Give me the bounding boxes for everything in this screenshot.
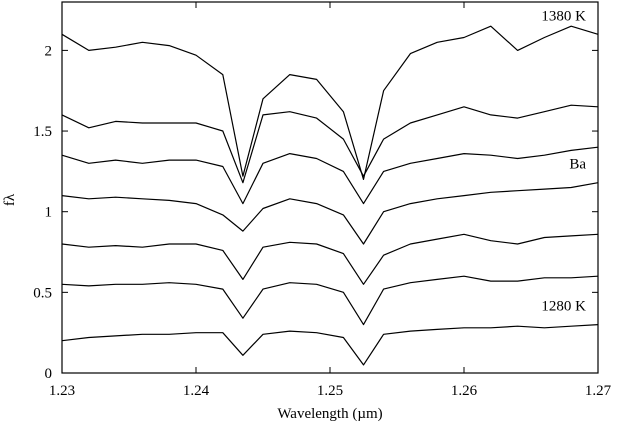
y-tick-label: 1	[45, 205, 53, 221]
line-label-3: 1280 K	[541, 299, 586, 315]
spectrum-line-7	[61, 324, 599, 366]
tick-layer: 1.23 1.24 1.25 1.26 1.27 0 0.5 1 1.5 2	[33, 2, 612, 399]
series-layer	[61, 25, 599, 366]
spectrum-line-4	[61, 182, 599, 245]
y-tick-label: 2	[45, 43, 53, 59]
line-label-1: 1380 K	[541, 8, 586, 24]
x-axis-title: Wavelength (µm)	[277, 406, 382, 422]
x-tick-label: 1.25	[317, 383, 343, 399]
x-tick-label: 1.27	[585, 383, 612, 399]
line-label-2: Ba	[569, 157, 586, 173]
spectrum-line-2	[61, 104, 599, 184]
y-tick-label: 0	[45, 366, 53, 382]
y-axis-title: fλ	[2, 193, 18, 206]
plot-frame	[61, 1, 599, 374]
x-tick-label: 1.24	[183, 383, 210, 399]
line-label-layer: 1380 K Ba 1280 K	[541, 8, 586, 314]
spectrum-line-1	[61, 25, 599, 180]
x-tick-label: 1.26	[451, 383, 478, 399]
spectrum-line-3	[61, 146, 599, 205]
spectrum-line-5	[61, 233, 599, 285]
y-tick-label: 0.5	[33, 285, 52, 301]
y-tick-label: 1.5	[33, 124, 52, 140]
x-tick-label: 1.23	[49, 383, 75, 399]
spectrum-line-6	[61, 275, 599, 326]
